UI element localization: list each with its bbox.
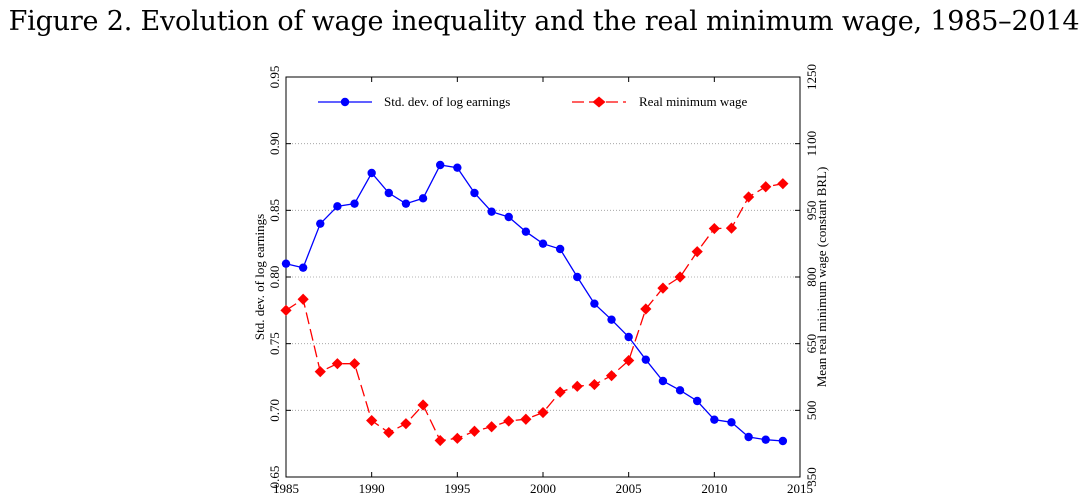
data-point-min-wage	[348, 358, 361, 370]
legend-swatch-marker-std-dev	[340, 97, 350, 107]
y-axis-right-label: Mean real minimum wage (constant BRL)	[814, 167, 829, 388]
data-point-std-dev	[418, 194, 428, 203]
data-point-min-wage	[554, 386, 566, 398]
x-tick-label: 1990	[359, 481, 385, 496]
y-left-tick-label: 0.80	[267, 266, 282, 289]
data-point-min-wage	[605, 370, 618, 382]
data-point-std-dev	[367, 168, 376, 178]
data-point-min-wage	[623, 354, 635, 367]
data-point-min-wage	[486, 421, 498, 433]
data-point-std-dev	[401, 199, 411, 208]
data-point-min-wage	[640, 303, 652, 315]
data-point-std-dev	[727, 418, 736, 427]
figure-title: Figure 2. Evolution of wage inequality a…	[8, 6, 1080, 37]
y-right-tick-label: 350	[804, 467, 819, 487]
data-point-min-wage	[725, 222, 738, 234]
y-axis-left-label: Std. dev. of log earnings	[252, 214, 267, 340]
y-right-tick-label: 950	[804, 201, 819, 221]
y-left-tick-label: 0.90	[267, 132, 282, 155]
data-point-min-wage	[280, 304, 292, 316]
data-point-std-dev	[453, 163, 462, 172]
data-point-min-wage	[588, 378, 600, 391]
data-point-min-wage	[571, 380, 583, 392]
data-point-min-wage	[743, 191, 755, 203]
data-point-min-wage	[760, 181, 772, 193]
data-point-std-dev	[298, 263, 308, 272]
data-point-std-dev	[744, 432, 753, 442]
data-point-std-dev	[641, 355, 650, 364]
data-point-min-wage	[503, 415, 515, 427]
x-tick-label: 2010	[701, 481, 727, 496]
data-point-std-dev	[761, 435, 770, 444]
series-line-0	[285, 164, 783, 442]
data-point-min-wage	[383, 426, 395, 439]
legend-label-std-dev: Std. dev. of log earnings	[384, 94, 510, 109]
data-point-std-dev	[538, 239, 548, 248]
data-point-std-dev	[350, 199, 359, 208]
data-point-std-dev	[384, 188, 393, 198]
y-right-tick-label: 500	[804, 401, 819, 421]
legend-swatch-marker-min-wage	[592, 96, 606, 108]
data-point-std-dev	[487, 207, 496, 216]
data-point-std-dev	[658, 376, 668, 386]
data-point-min-wage	[400, 418, 412, 430]
data-point-min-wage	[777, 178, 789, 190]
legend-box	[310, 88, 778, 116]
data-point-std-dev	[607, 315, 616, 324]
data-point-std-dev	[624, 332, 633, 342]
x-tick-label: 2005	[616, 481, 642, 496]
x-tick-label: 1995	[444, 481, 470, 496]
data-point-min-wage	[691, 246, 703, 258]
data-point-std-dev	[590, 299, 599, 308]
data-point-std-dev	[504, 212, 513, 222]
data-point-min-wage	[674, 271, 686, 283]
data-point-std-dev	[281, 259, 291, 268]
y-left-tick-label: 0.70	[267, 399, 282, 422]
data-point-min-wage	[331, 358, 343, 370]
data-point-min-wage	[451, 432, 463, 444]
y-left-tick-label: 0.95	[267, 66, 282, 89]
x-tick-label: 2000	[530, 481, 556, 496]
y-left-tick-label: 0.85	[267, 199, 282, 222]
data-point-min-wage	[297, 293, 309, 305]
data-point-min-wage	[537, 406, 549, 419]
data-point-std-dev	[436, 160, 445, 170]
data-point-min-wage	[520, 413, 532, 425]
y-right-tick-label: 1250	[804, 64, 819, 90]
data-point-std-dev	[693, 396, 702, 406]
data-point-min-wage	[417, 399, 429, 411]
series-line-1	[285, 183, 784, 442]
y-right-tick-label: 1100	[804, 131, 819, 157]
legend-label-min-wage: Real minimum wage	[639, 94, 748, 109]
data-point-std-dev	[573, 272, 582, 282]
y-right-tick-label: 650	[804, 334, 819, 354]
data-point-std-dev	[470, 188, 479, 198]
y-right-tick-label: 800	[804, 267, 819, 287]
x-tick-label: 2015	[787, 481, 813, 496]
legend: Std. dev. of log earnings Real minimum w…	[310, 88, 778, 116]
data-point-min-wage	[434, 434, 446, 447]
axis-ticks: 0.65 0.70 0.75 0.80 0.85 0.90 0.95 350 500 650 800…	[267, 64, 819, 496]
x-tick-label: 1985	[273, 481, 299, 496]
data-point-std-dev	[316, 219, 325, 228]
data-point-min-wage	[468, 425, 481, 437]
data-point-std-dev	[778, 436, 788, 446]
series-layer	[280, 160, 789, 447]
data-point-std-dev	[710, 415, 719, 424]
data-point-min-wage	[314, 366, 326, 378]
data-point-min-wage	[366, 414, 378, 427]
data-point-std-dev	[675, 386, 685, 395]
grid-lines	[286, 143, 800, 411]
data-point-min-wage	[708, 222, 720, 235]
data-point-std-dev	[521, 227, 531, 236]
data-point-min-wage	[657, 282, 669, 294]
data-point-std-dev	[333, 202, 342, 211]
y-left-tick-label: 0.75	[267, 332, 282, 355]
data-point-std-dev	[555, 244, 565, 254]
y-left-tick-label: 0.65	[267, 466, 282, 489]
